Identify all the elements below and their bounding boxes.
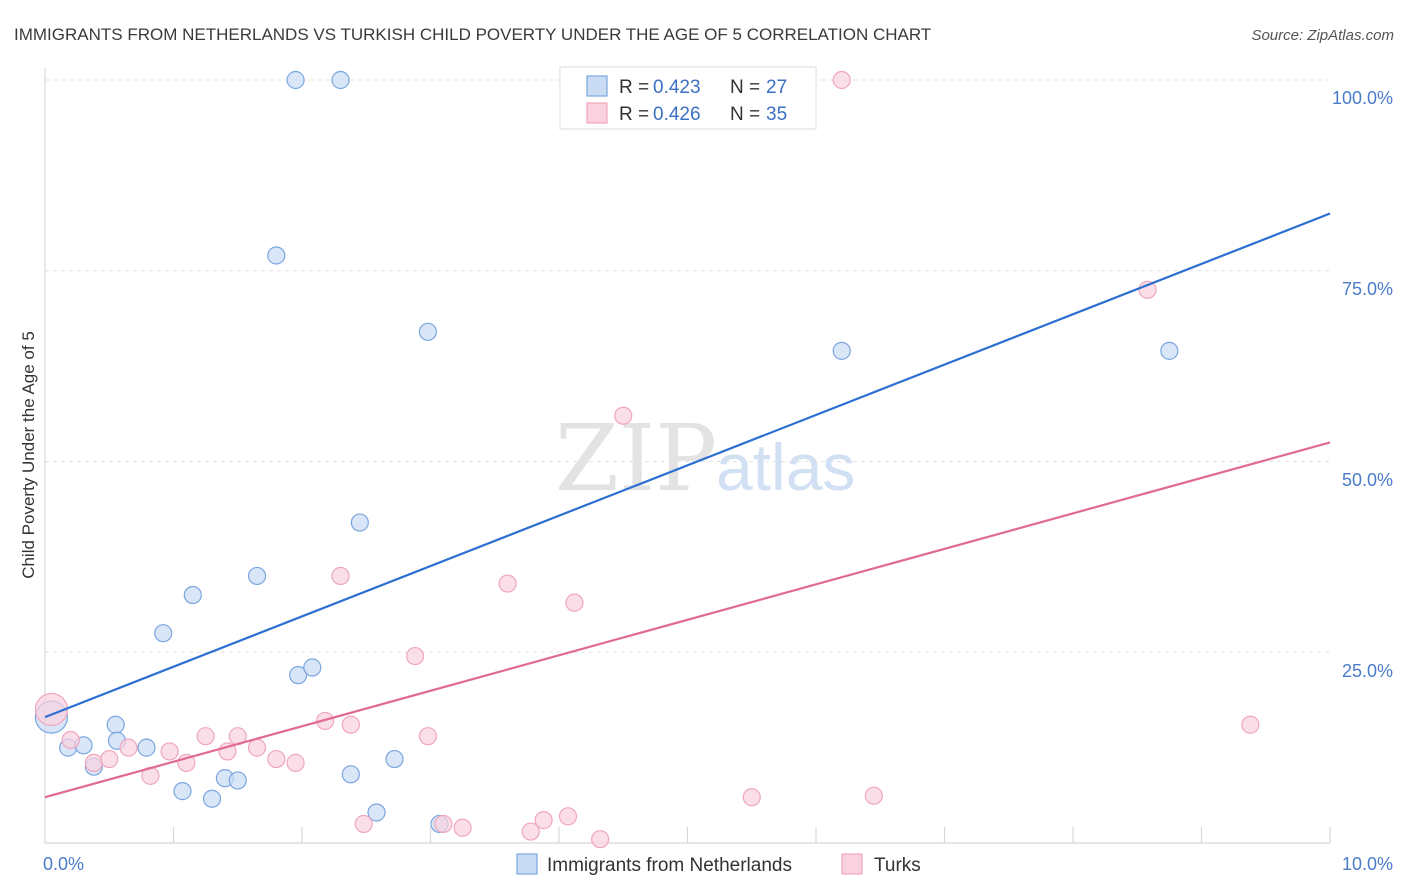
y-tick-labels: 100.0% 75.0% 50.0% 25.0%	[1332, 88, 1393, 681]
trend-line-netherlands	[44, 212, 1331, 719]
bottom-legend-swatch-netherlands	[516, 853, 538, 875]
point-turks-16	[341, 715, 360, 734]
point-turks-30	[742, 788, 761, 807]
watermark: ZIP atlas	[555, 405, 855, 512]
legend-n-label-1: N =	[730, 77, 760, 98]
point-netherlands-15	[286, 70, 305, 90]
legend-r-label-1: R =	[619, 77, 649, 98]
point-turks-13	[286, 753, 305, 772]
point-turks-17	[354, 814, 373, 834]
point-turks-12	[267, 749, 286, 769]
data-points	[34, 70, 1260, 849]
point-turks-32	[864, 786, 883, 805]
point-turks-1	[61, 730, 80, 750]
point-turks-25	[558, 807, 578, 826]
point-netherlands-4	[106, 715, 125, 734]
point-turks-27	[591, 830, 610, 849]
y-axis-label: Child Poverty Under the Age of 5	[19, 331, 38, 579]
point-netherlands-26	[1160, 341, 1179, 360]
trend-line-turks	[44, 441, 1331, 799]
legend-swatch-netherlands	[586, 75, 608, 97]
point-netherlands-18	[331, 70, 350, 90]
point-turks-3	[100, 749, 119, 769]
point-turks-34	[1241, 715, 1260, 734]
y-tick-label-25: 25.0%	[1342, 661, 1393, 681]
bottom-legend-label-turks: Turks	[874, 855, 921, 876]
point-turks-8	[196, 727, 215, 746]
point-netherlands-19	[341, 765, 360, 784]
point-turks-11	[247, 738, 267, 757]
point-netherlands-9	[183, 585, 202, 605]
chart-title: IMMIGRANTS FROM NETHERLANDS VS TURKISH C…	[14, 25, 931, 44]
legend-r-label-2: R =	[619, 104, 649, 125]
point-netherlands-20	[350, 513, 369, 532]
point-netherlands-25	[832, 341, 851, 360]
y-tick-label-100: 100.0%	[1332, 88, 1393, 108]
bottom-legend-label-netherlands: Immigrants from Netherlands	[547, 855, 792, 876]
point-turks-22	[498, 574, 517, 593]
point-turks-31	[832, 70, 851, 90]
point-turks-6	[160, 742, 179, 761]
point-netherlands-7	[154, 624, 173, 643]
point-turks-18	[405, 646, 425, 666]
point-netherlands-6	[137, 738, 156, 757]
point-netherlands-12	[228, 771, 247, 790]
point-turks-2	[84, 753, 103, 772]
watermark-atlas: atlas	[716, 430, 855, 504]
point-netherlands-10	[202, 789, 222, 808]
x-tick-label-min: 0.0%	[43, 854, 84, 874]
point-turks-26	[565, 593, 584, 612]
point-netherlands-22	[385, 749, 404, 769]
y-tick-label-75: 75.0%	[1342, 279, 1393, 299]
point-netherlands-14	[267, 246, 286, 265]
y-tick-label-50: 50.0%	[1342, 470, 1393, 490]
point-turks-21	[453, 818, 472, 837]
point-turks-23	[521, 822, 540, 841]
x-tick-label-max: 10.0%	[1342, 854, 1393, 874]
trend-lines	[44, 212, 1331, 799]
point-turks-24	[534, 811, 553, 830]
point-turks-20	[434, 814, 453, 834]
legend-r-value-1: 0.423	[653, 77, 701, 98]
legend-n-label-2: N =	[730, 104, 760, 125]
legend-n-value-2: 35	[766, 104, 787, 125]
x-axis-ticks	[172, 827, 1331, 843]
point-netherlands-21	[367, 803, 386, 822]
legend-r-value-2: 0.426	[653, 104, 701, 125]
legend-n-value-1: 27	[766, 77, 787, 98]
gridlines	[45, 79, 1330, 653]
point-turks-28	[614, 406, 633, 425]
point-netherlands-16	[289, 666, 308, 685]
legend-box: R = 0.423 N = 27 R = 0.426 N = 35	[559, 66, 817, 130]
legend-swatch-turks	[586, 102, 608, 124]
point-turks-4	[119, 738, 138, 757]
chart-source: Source: ZipAtlas.com	[1251, 27, 1394, 44]
point-turks-15	[331, 566, 350, 586]
bottom-legend: Immigrants from Netherlands Turks	[516, 853, 921, 876]
point-netherlands-23	[418, 322, 438, 341]
point-turks-19	[418, 727, 438, 746]
bottom-legend-swatch-turks	[841, 853, 863, 875]
point-netherlands-13	[247, 566, 267, 586]
watermark-zip: ZIP	[555, 405, 717, 512]
point-netherlands-8	[173, 782, 192, 801]
point-netherlands-17	[303, 658, 322, 677]
